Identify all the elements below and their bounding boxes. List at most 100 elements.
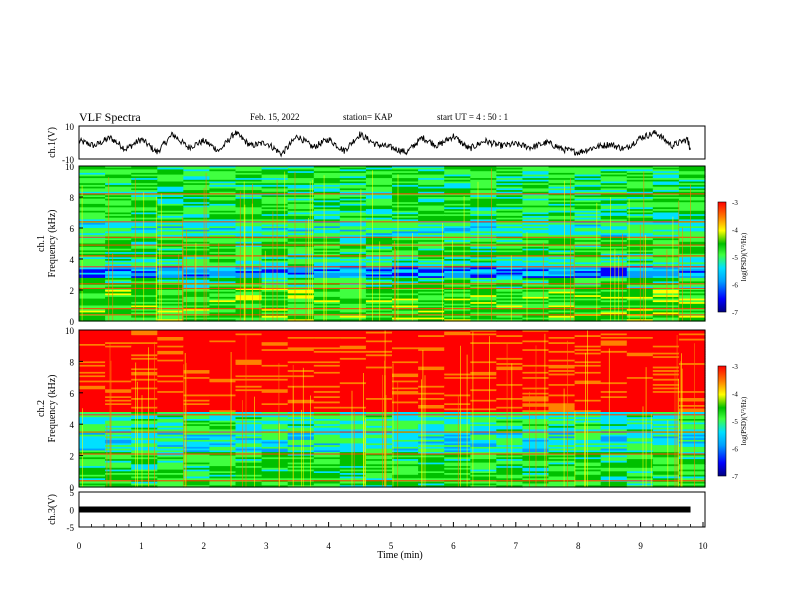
spectrogram-cell bbox=[313, 205, 341, 208]
spectrogram-cell bbox=[287, 357, 315, 361]
spectrogram-cell bbox=[548, 370, 576, 373]
spectrogram-cell bbox=[339, 222, 367, 226]
spectrogram-cell bbox=[392, 229, 419, 232]
spectrogram-cell bbox=[79, 462, 106, 465]
spectrogram-cell bbox=[600, 429, 628, 432]
spectrogram-cell bbox=[418, 214, 445, 217]
spectrogram-cell bbox=[392, 288, 419, 291]
spectrogram-cell bbox=[209, 436, 237, 439]
spectrogram-cell bbox=[600, 298, 628, 301]
spectrogram-cell bbox=[678, 241, 706, 245]
spectrogram-cell bbox=[365, 344, 393, 347]
spectrogram-cell bbox=[313, 427, 341, 430]
spectrogram-cell bbox=[470, 281, 497, 284]
spectrogram-cell bbox=[105, 399, 132, 403]
spectrogram-cell bbox=[235, 288, 263, 291]
spectrogram-cell bbox=[652, 396, 680, 399]
spectrogram-cell bbox=[652, 350, 680, 354]
spectrogram-cell bbox=[79, 478, 106, 481]
spectrogram-cell bbox=[600, 422, 628, 425]
spectrogram-cell bbox=[626, 190, 654, 193]
spectrogram-cell bbox=[183, 205, 210, 208]
spectrogram-cell bbox=[365, 403, 393, 406]
spectrogram-cell bbox=[235, 438, 263, 441]
spectrogram-cell bbox=[183, 389, 210, 392]
spectrogram-cell bbox=[261, 347, 289, 350]
spectrogram-cell bbox=[131, 174, 158, 177]
spectrogram-cell bbox=[79, 293, 106, 296]
spectrogram-cell bbox=[339, 434, 367, 437]
spectrogram-cell bbox=[652, 436, 680, 439]
spectrogram-cell bbox=[313, 466, 341, 469]
spectrogram-cell bbox=[496, 429, 523, 432]
spectrogram-cell bbox=[365, 188, 393, 191]
spectrogram-cell bbox=[626, 415, 654, 418]
spectrogram-cell bbox=[522, 241, 550, 245]
spectrogram-cell bbox=[287, 197, 315, 200]
spectrogram-cell bbox=[470, 207, 497, 210]
spectrogram-cell bbox=[183, 466, 210, 469]
spectrogram-cell bbox=[235, 193, 263, 196]
spectrogram-cell bbox=[496, 471, 523, 474]
spectrogram-cell bbox=[418, 330, 445, 333]
spectrogram-cell bbox=[548, 434, 576, 437]
spectrogram-cell bbox=[392, 438, 419, 441]
spectrogram-cell bbox=[444, 167, 471, 170]
spectrogram-cell bbox=[470, 481, 497, 485]
spectrogram-cell bbox=[79, 385, 106, 389]
spectrogram-cell bbox=[600, 172, 628, 176]
spectrogram-cell bbox=[600, 210, 628, 214]
spectrogram-cell bbox=[131, 298, 158, 301]
spectrogram-cell bbox=[365, 473, 393, 476]
spectrogram-cell bbox=[313, 269, 341, 272]
spectrogram-cell bbox=[522, 215, 550, 219]
spectrogram-cell bbox=[365, 467, 393, 471]
spectrogram-cell bbox=[261, 443, 289, 446]
spectrogram-cell bbox=[209, 337, 237, 340]
spectrogram-cell bbox=[183, 312, 210, 315]
spectrogram-cell bbox=[392, 214, 419, 217]
spectrogram-cell bbox=[678, 471, 706, 474]
spectrogram-cell bbox=[626, 167, 654, 170]
spectrogram-cell bbox=[131, 424, 158, 427]
spectrogram-cell bbox=[365, 420, 393, 423]
spectrogram-cell bbox=[444, 203, 471, 207]
spectrogram-cell bbox=[131, 186, 158, 189]
spectrogram-cell bbox=[261, 169, 289, 172]
spectrogram-cell bbox=[157, 166, 184, 169]
spectrogram-cell bbox=[261, 384, 289, 387]
spectrogram-cell bbox=[470, 405, 497, 408]
spectrogram-ylabel: Frequency (kHz) bbox=[47, 209, 58, 277]
spectrogram-cell bbox=[600, 385, 628, 389]
spectrogram-cell bbox=[131, 406, 158, 410]
spectrogram-cell bbox=[574, 222, 602, 226]
spectrogram-cell bbox=[626, 333, 654, 336]
spectrogram-cell bbox=[470, 387, 497, 390]
spectrogram-cell bbox=[79, 224, 106, 227]
spectrogram-cell bbox=[261, 224, 289, 227]
spectrogram-cell bbox=[600, 337, 628, 340]
spectrogram-cell bbox=[287, 279, 315, 282]
spectrogram-cell bbox=[548, 181, 576, 184]
spectrogram-cell bbox=[600, 264, 628, 267]
spectrogram-cell bbox=[600, 228, 628, 231]
spectrogram-cell bbox=[79, 241, 106, 245]
spectrogram-cell bbox=[496, 417, 523, 420]
spectrogram-cell bbox=[365, 478, 393, 481]
spectrogram-cell bbox=[183, 308, 210, 312]
spectrogram-cell bbox=[365, 205, 393, 208]
spectrogram-cell bbox=[548, 337, 576, 340]
spectrogram-cell bbox=[313, 405, 341, 408]
spectrogram-cell bbox=[261, 389, 289, 392]
spectrogram-cell bbox=[105, 298, 132, 301]
spectrogram-cell bbox=[496, 257, 523, 260]
spectrogram-cell bbox=[496, 190, 523, 193]
spectrogram-cell bbox=[339, 478, 367, 481]
spectrogram-cell bbox=[496, 450, 523, 453]
spectrogram-cell bbox=[261, 184, 289, 188]
spectrogram-cell bbox=[235, 215, 263, 219]
spectrogram-cell bbox=[157, 188, 184, 191]
spectrogram-cell bbox=[574, 305, 602, 308]
spectrogram-cell bbox=[183, 331, 210, 334]
spectrogram-cell bbox=[79, 476, 106, 479]
